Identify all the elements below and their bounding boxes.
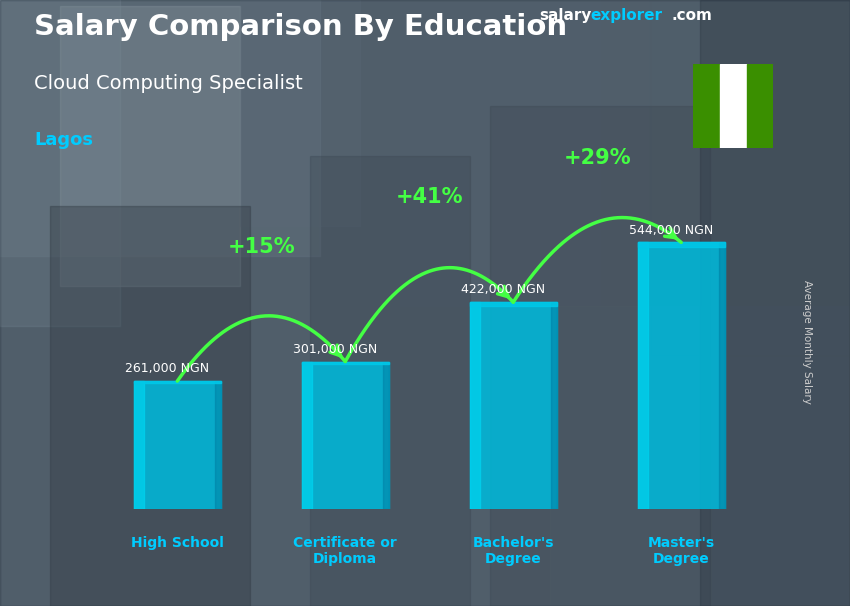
Text: 544,000 NGN: 544,000 NGN — [629, 224, 713, 236]
Text: 261,000 NGN: 261,000 NGN — [125, 362, 209, 375]
Bar — [551, 302, 557, 509]
Text: 301,000 NGN: 301,000 NGN — [293, 342, 377, 356]
Bar — [133, 381, 144, 509]
Bar — [302, 362, 312, 509]
Text: salary: salary — [540, 8, 592, 23]
Bar — [490, 106, 710, 606]
Bar — [0, 0, 120, 326]
Bar — [302, 362, 389, 509]
Text: Certificate or
Diploma: Certificate or Diploma — [293, 536, 397, 566]
Bar — [60, 6, 240, 286]
Text: Lagos: Lagos — [34, 131, 93, 149]
Bar — [720, 64, 746, 148]
Bar — [469, 302, 557, 306]
Bar — [638, 242, 725, 247]
Text: .com: .com — [672, 8, 712, 23]
Text: Master's
Degree: Master's Degree — [648, 536, 715, 566]
Bar — [310, 156, 470, 606]
Bar — [469, 302, 557, 509]
Bar — [469, 302, 480, 509]
Bar — [638, 242, 648, 509]
Text: Bachelor's
Degree: Bachelor's Degree — [473, 536, 554, 566]
Bar — [133, 381, 221, 509]
Bar — [50, 206, 250, 606]
Text: +15%: +15% — [228, 238, 295, 258]
Text: +41%: +41% — [395, 187, 463, 207]
Bar — [215, 381, 221, 509]
Bar — [0, 0, 320, 256]
Bar — [746, 64, 774, 148]
Text: +29%: +29% — [564, 148, 631, 168]
Text: 422,000 NGN: 422,000 NGN — [462, 284, 546, 296]
Text: Average Monthly Salary: Average Monthly Salary — [802, 281, 813, 404]
Bar — [400, 0, 600, 306]
Bar — [382, 362, 389, 509]
Text: High School: High School — [131, 536, 224, 550]
Bar — [240, 0, 360, 226]
Bar — [302, 362, 389, 364]
Bar — [638, 242, 725, 509]
Bar — [650, 0, 850, 356]
Bar — [700, 0, 850, 606]
Text: Cloud Computing Specialist: Cloud Computing Specialist — [34, 74, 303, 93]
Text: Salary Comparison By Education: Salary Comparison By Education — [34, 13, 567, 41]
Bar — [133, 381, 221, 384]
Bar — [718, 242, 725, 509]
Text: explorer: explorer — [590, 8, 662, 23]
Bar — [550, 306, 850, 606]
Bar — [693, 64, 720, 148]
